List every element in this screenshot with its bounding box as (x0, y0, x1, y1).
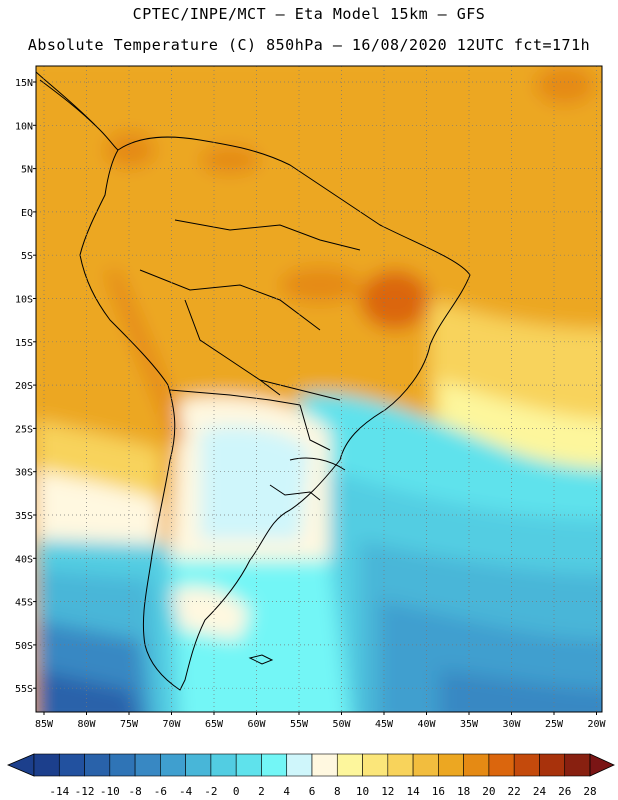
map-frame (35, 65, 603, 713)
lon-tick-label: 50W (332, 719, 351, 730)
lat-tick-label: 35S (15, 511, 33, 522)
lon-tick-label: 65W (205, 719, 224, 730)
colorbar-segment (438, 753, 464, 777)
longitude-axis: 85W 80W 75W 70W 65W 60W 55W 50W 45W 40W 35W 30W 25W 2… (35, 712, 607, 730)
colorbar-label: -8 (128, 785, 141, 798)
coastlines (36, 71, 471, 691)
lat-tick-label: 45S (15, 598, 33, 609)
lon-tick-label: 25W (545, 719, 564, 730)
colorbar-segment (160, 753, 186, 777)
colorbar-segment (286, 753, 313, 777)
colorbar-segment (134, 753, 161, 777)
lon-tick-label: 20W (587, 719, 606, 730)
lat-tick-label: EQ (21, 208, 33, 219)
lon-tick-label: 60W (247, 719, 266, 730)
colorbar-label: 6 (309, 785, 316, 798)
colorbar-labels: -14 -12 -10 -8 -6 -4 -2 0 2 4 6 8 10 12 14 16 18 20 22 24 26… (49, 785, 596, 798)
colorbar-label: 28 (583, 785, 596, 798)
lon-tick-label: 55W (290, 719, 309, 730)
colorbar-segment (235, 753, 262, 777)
lon-tick-label: 30W (502, 719, 521, 730)
colorbar-segment (513, 753, 540, 777)
colorbar-low-arrow (6, 753, 35, 777)
lon-tick-label: 45W (375, 719, 394, 730)
colorbar-label: 4 (283, 785, 290, 798)
colorbar-label: 18 (457, 785, 470, 798)
colorbar-label: -12 (75, 785, 95, 798)
lon-tick-label: 85W (35, 719, 54, 730)
colorbar-segment (387, 753, 414, 777)
lat-tick-label: 55S (15, 684, 33, 695)
lat-tick-label: 5S (21, 251, 33, 262)
colorbar-segment (362, 753, 389, 777)
colorbar-label: 0 (233, 785, 240, 798)
colorbar-label: 14 (406, 785, 420, 798)
lat-tick-label: 50S (15, 641, 33, 652)
lat-tick-label: 30S (15, 468, 33, 479)
colorbar-label: -6 (154, 785, 167, 798)
colorbar-label: -10 (100, 785, 120, 798)
latitude-axis: 15N 10N 5N EQ 5S 10S 15S 20S 25S 30S 35S 40S 45S 50S 5… (15, 78, 36, 695)
lat-tick-label: 10N (15, 121, 33, 132)
lat-tick-label: 25S (15, 424, 33, 435)
colorbar-label: 20 (482, 785, 495, 798)
lat-tick-label: 15N (15, 78, 33, 89)
colorbar-label: 24 (533, 785, 547, 798)
colorbar-segment (463, 753, 490, 777)
lat-tick-label: 10S (15, 295, 33, 306)
colorbar-label: 10 (356, 785, 369, 798)
colorbar-segment (336, 753, 363, 777)
lon-tick-label: 70W (162, 719, 181, 730)
chart-subtitle: Absolute Temperature (C) 850hPa – 16/08/… (27, 36, 591, 54)
colorbar-label: -4 (179, 785, 193, 798)
colorbar-segment (210, 753, 237, 777)
colorbar-label: 2 (258, 785, 265, 798)
colorbar-label: 12 (381, 785, 394, 798)
lon-tick-label: 35W (460, 719, 479, 730)
lon-tick-label: 40W (417, 719, 436, 730)
colorbar-label: 26 (558, 785, 571, 798)
colorbar-segment (412, 753, 439, 777)
lat-tick-label: 40S (15, 554, 33, 565)
colorbar-high-arrow (589, 753, 615, 777)
colorbar-segment (84, 753, 111, 777)
lat-tick-label: 15S (15, 338, 33, 349)
colorbar-segment (185, 753, 212, 777)
colorbar-segment (109, 753, 136, 777)
lat-tick-label: 5N (21, 165, 33, 176)
temperature-field (36, 66, 602, 712)
lat-tick-label: 20S (15, 381, 33, 392)
lon-tick-label: 75W (120, 719, 139, 730)
colorbar-label: 22 (508, 785, 521, 798)
colorbar-label: 16 (432, 785, 445, 798)
colorbar-segment (261, 753, 288, 777)
colorbar-segment (311, 753, 338, 777)
chart-title: CPTEC/INPE/MCT – Eta Model 15km – GFS (132, 5, 486, 23)
colorbar-label: -14 (49, 785, 69, 798)
colorbar-segment (539, 753, 566, 777)
colorbar-segment (488, 753, 515, 777)
colorbar-segment (564, 753, 591, 777)
lon-tick-label: 80W (77, 719, 96, 730)
colorbar (6, 753, 615, 777)
colorbar-label: 8 (334, 785, 341, 798)
colorbar-label: -2 (204, 785, 217, 798)
colorbar-segment (33, 753, 60, 777)
colorbar-segment (58, 753, 85, 777)
